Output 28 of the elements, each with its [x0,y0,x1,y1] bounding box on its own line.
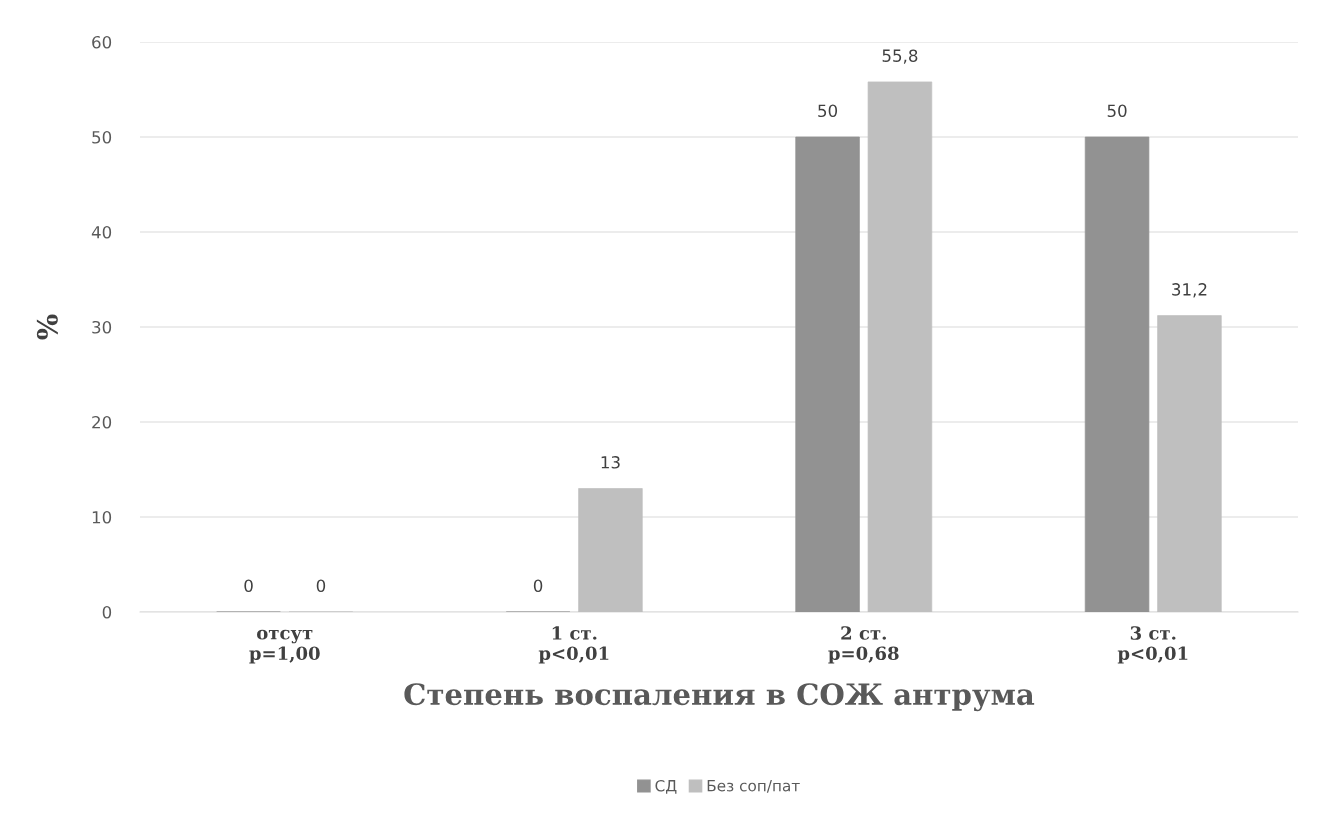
y-tick-label: 50 [92,130,112,144]
data-label: 50 [1107,104,1127,118]
data-label: 13 [601,456,620,469]
data-label: 31,2 [1172,283,1207,298]
legend-label: СД [655,779,677,794]
bar [1084,136,1150,612]
data-label: 0 [533,579,543,593]
data-label: 0 [244,579,253,593]
x-tick-label: 2 ст. p=0,68 [828,626,899,664]
y-tick-label: 20 [92,415,112,429]
x-tick-label: 3 ст. p<0,01 [1117,626,1188,664]
x-tick-label: 1 ст. p<0,01 [538,626,609,664]
y-tick-label: 10 [92,510,112,524]
x-tick-label: отсут p=1,00 [249,629,320,664]
y-tick-label: 60 [92,35,112,49]
data-label: 50 [818,104,838,118]
bar [578,488,643,612]
bar [867,81,933,612]
y-axis-title: % [36,314,58,340]
bar [795,136,860,612]
bar [1157,315,1222,612]
y-tick-label: 30 [92,320,112,334]
legend-label: Без соп/пат [707,780,800,793]
x-axis-title: Степень воспаления в СОЖ антрума [404,683,1035,712]
y-tick-label: 0 [102,605,112,619]
y-tick-label: 40 [91,225,112,239]
data-label: 0 [316,579,326,593]
data-label: 55,8 [882,49,918,64]
